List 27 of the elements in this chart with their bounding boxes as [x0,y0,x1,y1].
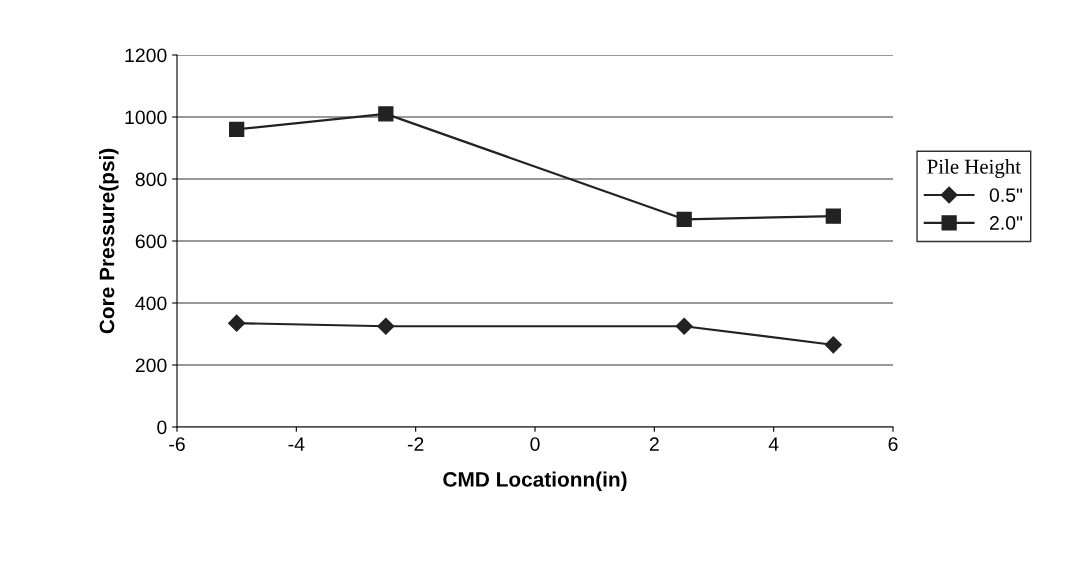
legend-label: 0.5" [989,188,1023,202]
point [228,314,246,332]
legend-title: Pile Height [927,159,1021,178]
point [676,211,692,227]
x-tick-label: -6 [169,437,185,451]
y-axis-title: Core Pressure(psi) [99,148,119,334]
x-tick-label: 6 [888,437,898,451]
x-tick-label: 0 [530,437,540,451]
point [229,121,245,138]
y-tick-label: 400 [135,296,167,311]
point [825,208,841,224]
x-tick-label: 4 [768,437,779,451]
x-tick-label: 2 [649,437,659,451]
x-tick-label: -2 [407,437,424,451]
legend-label: 2.0" [989,216,1023,230]
point [377,317,395,335]
y-tick-label: 1000 [125,110,167,125]
y-tick-label: 1200 [125,48,167,63]
y-tick-label: 0 [157,420,167,435]
y-tick-label: 600 [135,234,167,249]
y-tick-label: 200 [135,358,167,373]
x-axis-title: CMD Locationn(in) [443,471,627,491]
point [378,106,394,122]
x-tick-label: -4 [288,437,305,451]
point [675,317,693,335]
point [824,336,842,354]
y-tick-label: 800 [135,172,167,187]
